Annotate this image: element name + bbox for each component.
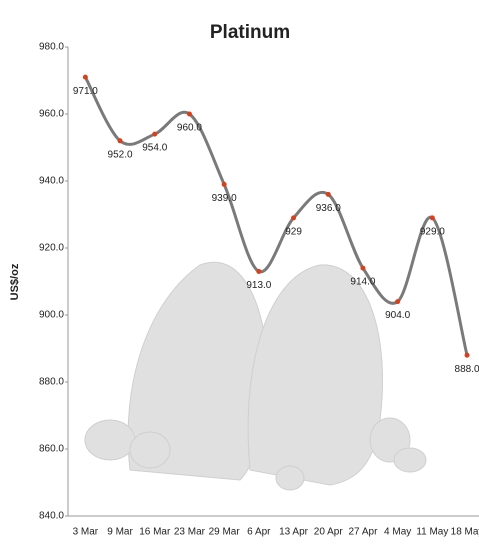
x-tick-label: 27 Apr xyxy=(348,527,378,538)
data-label: 904.0 xyxy=(385,310,410,321)
rock-image xyxy=(84,262,427,491)
x-tick-label: 9 Mar xyxy=(107,527,133,538)
data-label: 936.0 xyxy=(316,203,341,214)
data-label: 888.0 xyxy=(455,364,479,375)
data-label: 914.0 xyxy=(350,277,375,288)
marker xyxy=(82,74,88,80)
y-tick-label: 940.0 xyxy=(39,176,64,187)
y-tick-label: 880.0 xyxy=(39,377,64,388)
marker xyxy=(117,138,123,144)
x-tick-label: 29 Mar xyxy=(209,527,241,538)
marker xyxy=(291,215,297,221)
marker xyxy=(464,352,470,358)
x-tick-label: 4 May xyxy=(384,527,411,538)
x-tick-label: 13 Apr xyxy=(279,527,309,538)
marker xyxy=(152,131,158,137)
x-tick-label: 16 Mar xyxy=(139,527,171,538)
x-tick-label: 20 Apr xyxy=(314,527,344,538)
marker xyxy=(186,111,192,117)
x-tick-label: 11 May xyxy=(416,527,448,538)
marker xyxy=(221,181,227,187)
x-tick-label: 18 May xyxy=(451,527,479,538)
y-axis-label: US$/oz xyxy=(9,263,21,300)
data-label: 971.0 xyxy=(73,86,98,97)
marker xyxy=(256,268,262,274)
data-label: 929 xyxy=(285,226,302,237)
y-tick-label: 900.0 xyxy=(39,310,64,321)
y-tick-label: 920.0 xyxy=(39,243,64,254)
x-tick-label: 23 Mar xyxy=(174,527,206,538)
marker xyxy=(360,265,366,271)
chart-title: Platinum xyxy=(210,22,290,43)
data-label: 929.0 xyxy=(420,226,445,237)
marker xyxy=(325,191,331,197)
data-label: 913.0 xyxy=(246,280,271,291)
y-tick-label: 840.0 xyxy=(39,511,64,522)
marker xyxy=(429,215,435,221)
y-tick-label: 980.0 xyxy=(39,42,64,53)
y-tick-label: 860.0 xyxy=(39,444,64,455)
data-label: 952.0 xyxy=(108,149,133,160)
x-tick-label: 3 Mar xyxy=(73,527,99,538)
marker xyxy=(395,299,401,305)
data-label: 939.0 xyxy=(212,193,237,204)
data-label: 954.0 xyxy=(142,143,167,154)
y-tick-label: 960.0 xyxy=(39,109,64,120)
data-label: 960.0 xyxy=(177,123,202,134)
x-tick-label: 6 Apr xyxy=(247,527,271,538)
